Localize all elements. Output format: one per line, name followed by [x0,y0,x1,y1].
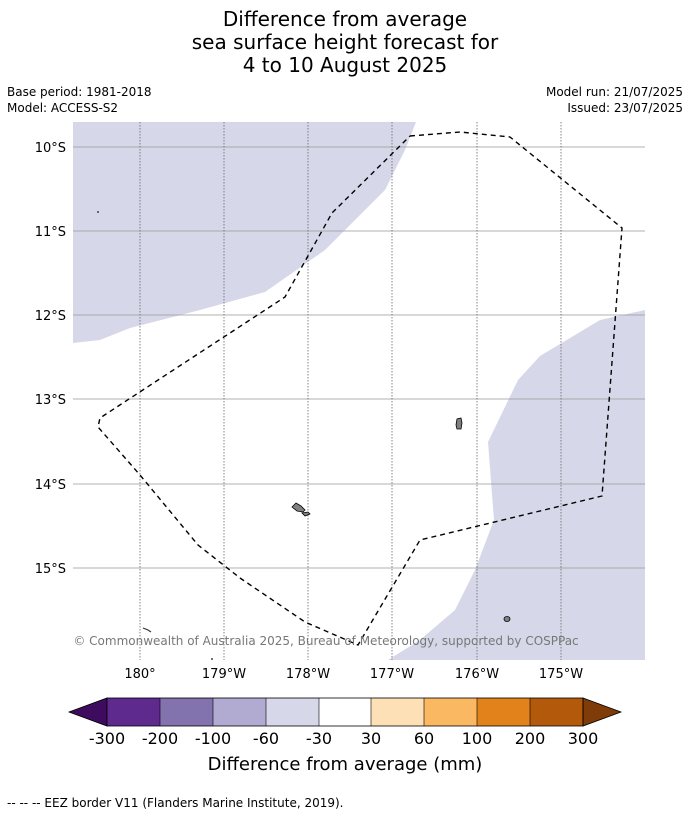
colorbar-tick-label: -200 [142,729,178,748]
colorbar-segment [477,698,530,726]
copyright-text: © Commonwealth of Australia 2025, Bureau… [73,634,578,648]
island-bottom-dot [211,658,213,660]
colorbar-segment [530,698,583,726]
colorbar-outline [106,697,584,727]
lat-label-11s: 11°S [35,225,66,240]
meta-right: Model run: 21/07/2025 Issued: 23/07/2025 [546,84,683,116]
latitude-labels: 10°S 11°S 12°S 13°S 14°S 15°S [35,141,66,577]
latitude-gridlines [73,146,645,569]
colorbar-tick-label: -100 [195,729,231,748]
colorbar-segment [319,698,371,726]
colorbar-ticks: -300 -200 -100 -60 -30 30 60 100 200 300 [89,729,598,748]
map-title: Difference from average sea surface heig… [0,8,690,77]
colorbar-tick-label: 60 [414,729,434,748]
colorbar-dividers [159,698,531,726]
lat-label-10s: 10°S [35,141,66,156]
base-period-text: Base period: 1981-2018 [7,85,152,99]
model-text: Model: ACCESS-S2 [7,101,119,115]
colorbar-tick-label: 200 [515,729,546,748]
lon-label-179w: 179°W [202,667,246,682]
lat-label-13s: 13°S [35,393,66,408]
eez-footer-note: -- -- -- EEZ border V11 (Flanders Marine… [7,796,344,810]
colorbar-tick-label: 300 [568,729,599,748]
island-northwest-dot [97,211,99,213]
title-line-3: 4 to 10 August 2025 [242,53,448,77]
island-alofi [301,511,311,517]
lat-label-12s: 12°S [35,309,66,324]
colorbar-tick-label: 100 [462,729,493,748]
colorbar-label: Difference from average (mm) [208,754,483,775]
island-southwest [142,627,152,633]
island-southeast [503,616,511,622]
longitude-gridlines [139,122,562,660]
colorbar-segment [424,698,477,726]
lon-label-180: 180° [124,667,155,682]
colorbar-tick-label: -300 [89,729,125,748]
colorbar-tick-label: -60 [253,729,279,748]
issued-text: Issued: 23/07/2025 [567,101,683,115]
title-line-2: sea surface height forecast for [191,30,499,54]
lon-label-175w: 175°W [539,667,583,682]
colorbar-tick-label: 30 [361,729,381,748]
lon-label-177w: 177°W [370,667,414,682]
colorbar-segment [266,698,319,726]
lon-label-176w: 176°W [455,667,499,682]
colorbar-tick-label: -30 [306,729,332,748]
anomaly-region-northwest [73,122,416,343]
title-line-1: Difference from average [222,7,468,31]
colorbar-segment [107,698,160,726]
longitude-labels: 180° 179°W 178°W 177°W 176°W 175°W [124,667,583,682]
meta-left: Base period: 1981-2018 Model: ACCESS-S2 [7,84,152,116]
eez-border [97,131,623,646]
map-area: © Commonwealth of Australia 2025, Bureau… [73,122,645,660]
lat-label-15s: 15°S [35,562,66,577]
colorbar-segment [160,698,213,726]
lat-label-14s: 14°S [35,478,66,493]
model-run-text: Model run: 21/07/2025 [545,85,683,99]
lon-label-178w: 178°W [286,667,330,682]
island-wallis [455,417,463,430]
colorbar-low-extend [67,697,108,727]
colorbar-segment [371,698,424,726]
colorbar: -300 -200 -100 -60 -30 30 60 100 200 300… [67,697,623,775]
anomaly-region-southeast [388,310,645,660]
island-futuna [291,502,306,513]
colorbar-segment [213,698,266,726]
colorbar-high-extend [582,697,623,727]
